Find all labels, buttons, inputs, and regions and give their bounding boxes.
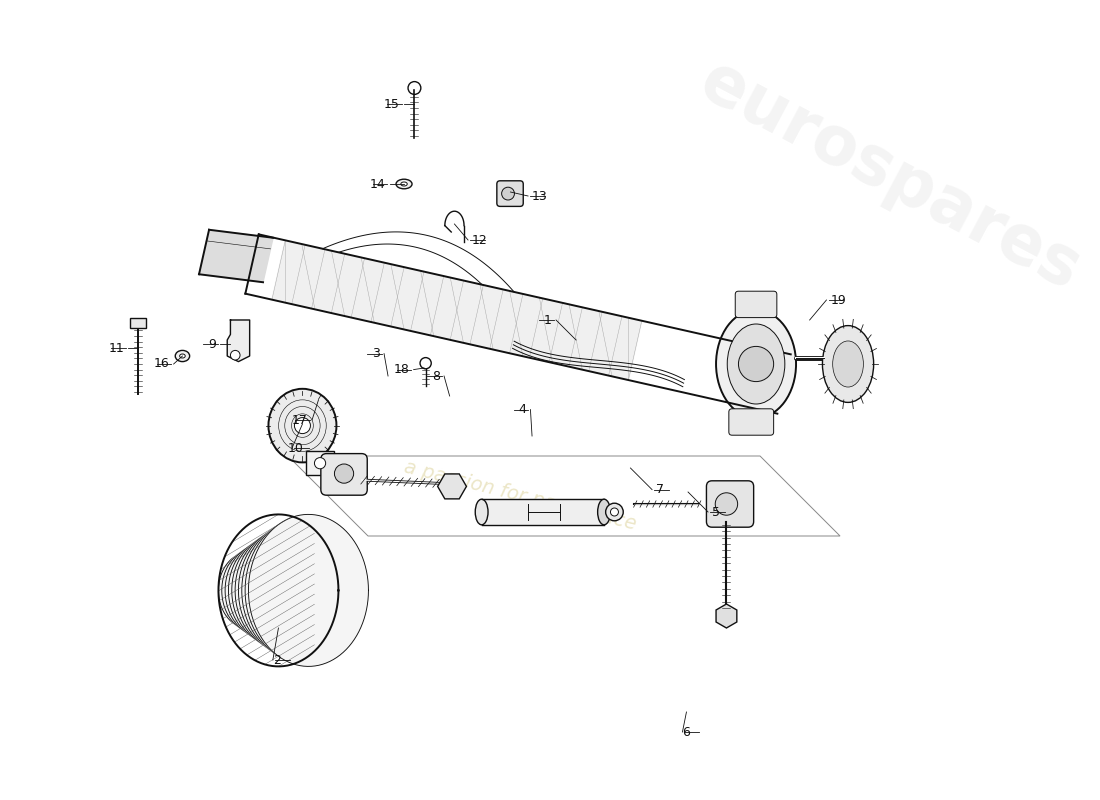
FancyBboxPatch shape <box>321 454 367 495</box>
Polygon shape <box>219 553 278 628</box>
Text: 13: 13 <box>532 190 548 202</box>
Circle shape <box>230 350 240 360</box>
Polygon shape <box>235 531 329 650</box>
Circle shape <box>502 187 515 200</box>
Text: 3: 3 <box>372 347 379 360</box>
Polygon shape <box>229 540 308 641</box>
Text: 18: 18 <box>394 363 409 376</box>
Polygon shape <box>245 518 359 662</box>
Ellipse shape <box>179 354 185 358</box>
FancyBboxPatch shape <box>729 409 773 435</box>
Text: 6: 6 <box>682 726 691 738</box>
Circle shape <box>315 458 326 469</box>
Text: 14: 14 <box>370 178 386 190</box>
Polygon shape <box>228 320 250 362</box>
Circle shape <box>715 493 738 515</box>
Ellipse shape <box>606 503 624 521</box>
Circle shape <box>408 82 421 94</box>
Ellipse shape <box>823 326 873 402</box>
Text: 8: 8 <box>432 370 440 382</box>
Polygon shape <box>242 523 349 658</box>
FancyBboxPatch shape <box>307 451 333 475</box>
Ellipse shape <box>400 182 407 186</box>
Polygon shape <box>222 548 288 633</box>
Ellipse shape <box>727 324 784 404</box>
FancyBboxPatch shape <box>497 181 524 206</box>
Ellipse shape <box>268 389 337 462</box>
Ellipse shape <box>175 350 189 362</box>
Text: 1: 1 <box>544 314 552 326</box>
Ellipse shape <box>396 179 412 189</box>
Ellipse shape <box>597 499 611 525</box>
Text: eurospares: eurospares <box>689 48 1091 304</box>
Text: 7: 7 <box>656 483 664 496</box>
Text: 2: 2 <box>273 654 280 666</box>
Text: 12: 12 <box>472 234 487 246</box>
Circle shape <box>738 346 773 382</box>
Ellipse shape <box>610 508 618 516</box>
Text: 15: 15 <box>384 98 400 110</box>
FancyBboxPatch shape <box>735 291 777 318</box>
Polygon shape <box>272 240 641 380</box>
Polygon shape <box>239 527 339 654</box>
Circle shape <box>420 358 431 369</box>
Text: 16: 16 <box>154 358 169 370</box>
Text: 10: 10 <box>288 442 304 454</box>
Text: 9: 9 <box>208 338 216 350</box>
Polygon shape <box>249 514 368 666</box>
Text: 11: 11 <box>108 342 124 354</box>
Circle shape <box>334 464 353 483</box>
Polygon shape <box>232 535 318 646</box>
Circle shape <box>295 418 310 434</box>
Polygon shape <box>199 230 273 282</box>
Text: 17: 17 <box>293 414 308 426</box>
Text: 4: 4 <box>518 403 527 416</box>
Text: a passion for parts since: a passion for parts since <box>402 458 638 534</box>
Ellipse shape <box>833 341 864 387</box>
Text: 19: 19 <box>830 294 846 306</box>
Ellipse shape <box>475 499 488 525</box>
Text: 5: 5 <box>712 506 720 518</box>
Polygon shape <box>226 544 298 637</box>
Ellipse shape <box>716 310 796 418</box>
FancyBboxPatch shape <box>130 318 145 328</box>
FancyBboxPatch shape <box>706 481 754 527</box>
